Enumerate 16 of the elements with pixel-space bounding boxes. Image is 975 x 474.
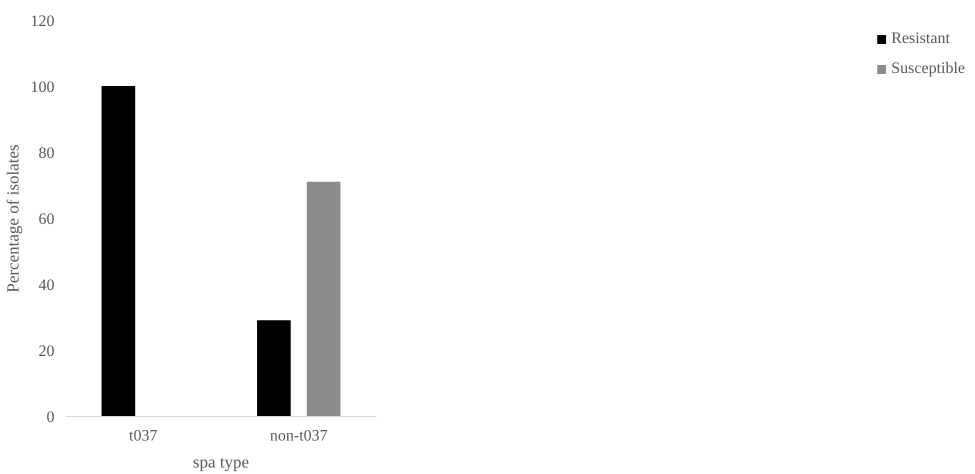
y-tick-label: 40 (38, 277, 54, 294)
y-tick-label: 100 (30, 79, 54, 96)
y-tick-label: 20 (38, 343, 54, 360)
y-tick-label: 0 (46, 409, 54, 426)
legend-label: Resistant (891, 30, 950, 48)
y-tick-label: 80 (38, 145, 54, 162)
bar (102, 86, 136, 416)
bar (306, 182, 340, 416)
legend-label: Susceptible (891, 60, 965, 78)
x-tick-label: t037 (129, 428, 158, 444)
y-tick-label: 120 (30, 13, 54, 30)
y-axis-title: Percentage of isolates (4, 144, 22, 293)
y-tick-label: 60 (38, 211, 54, 228)
x-axis-title: spa type (192, 452, 250, 472)
bar (257, 320, 291, 416)
x-tick-label: non-t037 (270, 428, 328, 444)
